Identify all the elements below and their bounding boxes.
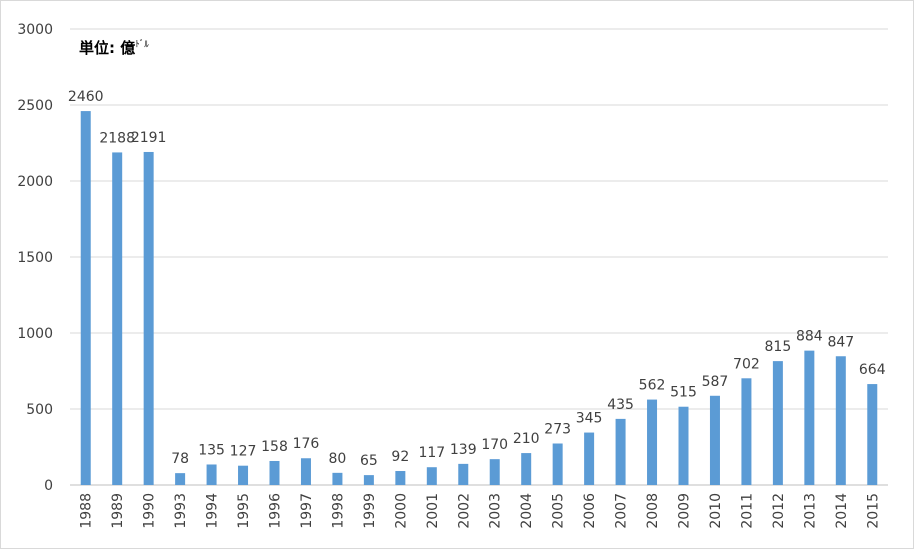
- bar: [804, 350, 815, 485]
- bar: [112, 152, 123, 485]
- bar: [80, 111, 91, 485]
- bar: [269, 460, 280, 485]
- data-label: 176: [293, 436, 320, 452]
- bar: [709, 395, 720, 485]
- data-label: 139: [450, 442, 477, 458]
- bar: [615, 418, 626, 485]
- bar: [458, 463, 469, 485]
- x-tick-label: 1989: [110, 493, 126, 529]
- x-tick-label: 1999: [362, 493, 378, 529]
- x-tick-label: 2002: [456, 493, 472, 529]
- unit-label: 単位: 億ﾄﾞﾙ: [79, 37, 149, 58]
- x-tick-label: 2004: [519, 493, 535, 529]
- y-tick-label: 1000: [17, 326, 53, 342]
- x-tick-label: 1998: [330, 493, 346, 529]
- data-label: 2191: [131, 130, 167, 146]
- data-label: 702: [733, 356, 760, 372]
- x-tick-label: 2007: [614, 493, 630, 529]
- x-tick-label: 2009: [677, 493, 693, 529]
- data-label: 2460: [68, 89, 104, 105]
- data-label: 65: [360, 453, 378, 469]
- y-tick-label: 1500: [17, 250, 53, 266]
- y-tick-label: 0: [44, 478, 53, 494]
- bar: [772, 361, 783, 485]
- data-label: 345: [576, 411, 603, 427]
- x-tick-label: 2006: [582, 493, 598, 529]
- bar: [206, 464, 217, 485]
- bar: [741, 378, 752, 485]
- data-label: 2188: [99, 130, 135, 146]
- bar: [426, 467, 437, 485]
- x-tick-label: 1993: [173, 493, 189, 529]
- bar: [238, 465, 249, 485]
- data-label: 158: [261, 439, 288, 455]
- data-label: 273: [544, 422, 571, 438]
- data-label: 92: [391, 449, 409, 465]
- bar: [175, 473, 186, 485]
- x-tick-label: 1988: [79, 493, 95, 529]
- x-tick-label: 2010: [708, 493, 724, 529]
- unit-label-main: 単位: 億: [79, 39, 136, 57]
- x-tick-label: 2008: [645, 493, 661, 529]
- data-label: 135: [198, 442, 225, 458]
- bar: [332, 472, 343, 485]
- data-label: 80: [329, 451, 347, 467]
- x-tick-label: 1995: [236, 493, 252, 529]
- x-tick-label: 1994: [205, 493, 221, 529]
- data-label: 435: [607, 397, 634, 413]
- bar: [363, 475, 374, 485]
- bar: [678, 406, 689, 485]
- bar: [835, 356, 846, 485]
- x-tick-label: 2015: [865, 493, 881, 529]
- bar: [395, 471, 406, 485]
- x-tick-label: 1990: [142, 493, 158, 529]
- data-label: 117: [418, 445, 445, 461]
- data-label: 170: [481, 437, 508, 453]
- bar: [584, 432, 595, 485]
- data-label: 884: [796, 329, 823, 345]
- bar: [300, 458, 311, 485]
- y-tick-label: 2000: [17, 174, 53, 190]
- x-tick-label: 2014: [834, 493, 850, 529]
- y-tick-label: 500: [26, 402, 53, 418]
- x-tick-label: 2000: [393, 493, 409, 529]
- unit-label-suffix: ﾄﾞﾙ: [135, 40, 149, 50]
- y-tick-label: 3000: [17, 22, 53, 38]
- x-tick-label: 2005: [551, 493, 567, 529]
- data-label: 847: [827, 334, 854, 350]
- bar: [521, 453, 532, 485]
- data-label: 664: [859, 362, 886, 378]
- data-label: 515: [670, 385, 697, 401]
- bar: [489, 459, 500, 485]
- x-tick-label: 2012: [771, 493, 787, 529]
- bar: [647, 399, 658, 485]
- data-label: 815: [765, 339, 792, 355]
- x-tick-label: 2003: [488, 493, 504, 529]
- bar: [867, 384, 878, 485]
- x-tick-label: 2013: [802, 493, 818, 529]
- x-tick-label: 2001: [425, 493, 441, 529]
- x-tick-label: 1996: [268, 493, 284, 529]
- bar: [552, 443, 563, 485]
- data-label: 562: [639, 378, 666, 394]
- data-label: 78: [171, 451, 189, 467]
- x-tick-label: 2011: [739, 493, 755, 529]
- x-tick-label: 1997: [299, 493, 315, 529]
- data-label: 587: [702, 374, 729, 390]
- bar: [143, 151, 154, 485]
- data-label: 210: [513, 431, 540, 447]
- data-label: 127: [230, 444, 257, 460]
- y-tick-label: 2500: [17, 98, 53, 114]
